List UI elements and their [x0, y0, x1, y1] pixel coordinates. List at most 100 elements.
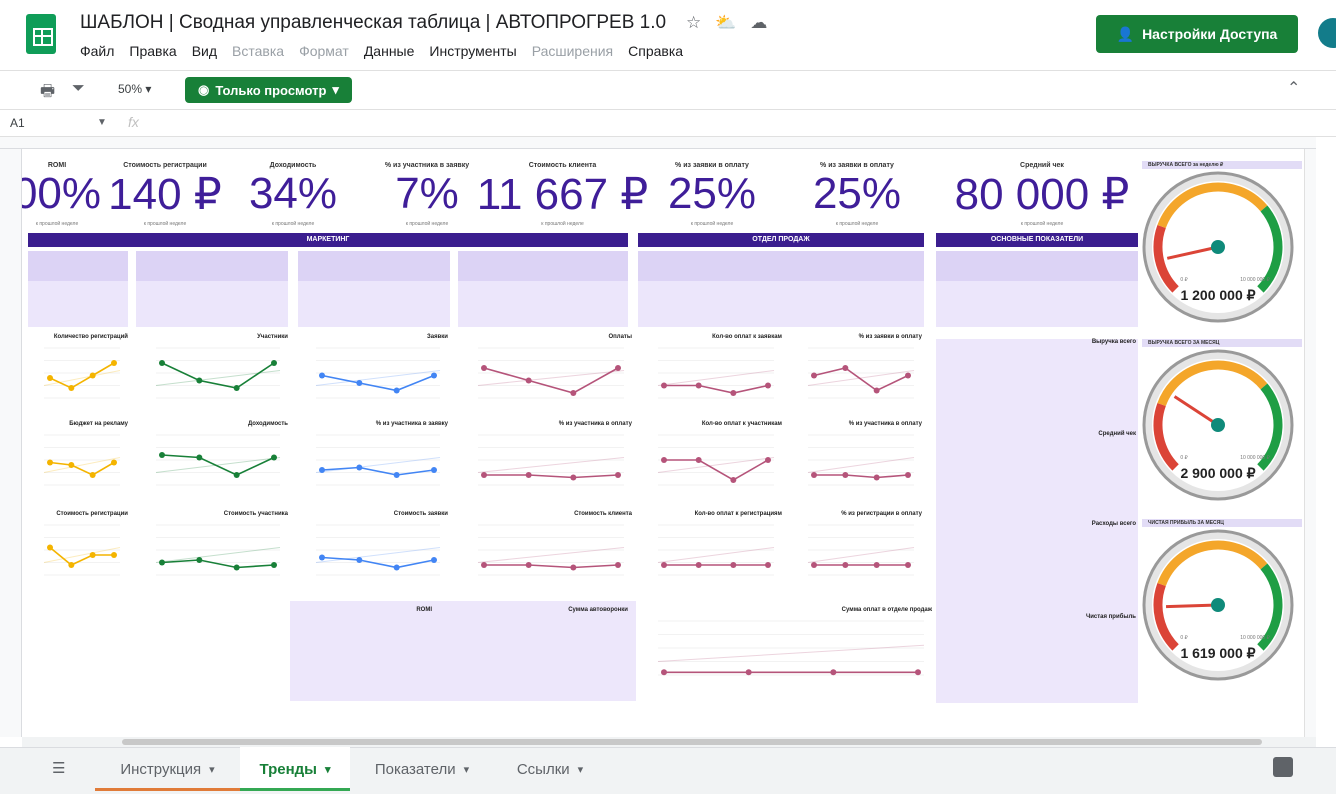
- data-point: [905, 472, 911, 478]
- data-point: [525, 377, 532, 384]
- print-icon[interactable]: 🖶: [40, 83, 56, 100]
- zoom-select[interactable]: 50% ▾: [118, 82, 152, 96]
- data-point: [89, 372, 96, 379]
- menu-item[interactable]: Вид: [191, 43, 218, 59]
- data-point: [905, 562, 911, 568]
- share-button[interactable]: 👤 Настройки Доступа: [1096, 15, 1298, 53]
- data-point: [765, 562, 771, 568]
- menu-item[interactable]: Данные: [363, 43, 415, 59]
- sheet-tab-label: Показатели: [374, 760, 456, 778]
- data-point: [431, 557, 437, 563]
- gauge-title: ВЫРУЧКА ВСЕГО за неделю ₽: [1142, 161, 1302, 169]
- lock-person-icon: 👤: [1116, 25, 1135, 42]
- chevron-down-icon[interactable]: ▾: [577, 763, 584, 776]
- star-icon[interactable]: ☆: [686, 13, 702, 32]
- menu-item[interactable]: Инструменты: [429, 43, 517, 59]
- chart-title: Оплаты: [608, 334, 632, 340]
- data-point: [570, 474, 577, 481]
- sheet-tab[interactable]: Показатели ▾: [352, 747, 492, 791]
- menu-item[interactable]: Вставка: [232, 43, 285, 59]
- chevron-up-icon[interactable]: ⌃: [1287, 80, 1301, 97]
- data-point: [271, 454, 277, 461]
- sheets-logo-icon[interactable]: [26, 14, 56, 54]
- data-point: [196, 377, 203, 384]
- data-point: [68, 385, 75, 391]
- menu-item[interactable]: Справка: [628, 43, 684, 59]
- data-point: [393, 472, 400, 478]
- gauge-max: 10 000 000 ₽: [1240, 455, 1270, 461]
- trendline: [315, 547, 441, 563]
- gauge-hub: [1211, 418, 1225, 432]
- chart-title: Кол-во оплат к участникам: [701, 421, 782, 427]
- menu-item[interactable]: Правка: [129, 43, 177, 59]
- chart-title: Выручка всего: [1091, 339, 1136, 345]
- data-point: [431, 467, 437, 473]
- chevron-down-icon[interactable]: ▾: [324, 763, 331, 776]
- menu-item[interactable]: Файл: [80, 43, 115, 59]
- data-point: [570, 564, 577, 571]
- summary-table-header: [136, 251, 288, 281]
- row-headers[interactable]: [0, 149, 22, 737]
- data-point: [159, 559, 165, 566]
- view-only-button[interactable]: ◉ Только просмотр ▾: [185, 77, 352, 103]
- section-header: ОСНОВНЫЕ ПОКАЗАТЕЛИ: [936, 233, 1138, 247]
- explore-icon[interactable]: [1273, 757, 1293, 777]
- document-title[interactable]: ШАБЛОН | Сводная управленческая таблица …: [80, 12, 667, 33]
- avatar[interactable]: [1318, 18, 1336, 48]
- all-sheets-icon[interactable]: ☰: [52, 760, 66, 777]
- chart-title: % из заявки в оплату: [858, 334, 922, 340]
- menu-item[interactable]: Формат: [299, 43, 349, 59]
- formula-bar: [0, 111, 1336, 137]
- chevron-down-icon[interactable]: ▾: [209, 763, 215, 776]
- column-headers[interactable]: [0, 137, 1316, 149]
- sheet-canvas[interactable]: ROMI 00% к прошлой неделе Стоимость регистр…: [22, 149, 1316, 737]
- data-point: [271, 360, 277, 366]
- gauge-band: [1153, 582, 1179, 651]
- series-line: [49, 546, 114, 566]
- sheet-tab-label: Ссылки: [516, 760, 570, 778]
- data-point: [356, 464, 363, 471]
- gauge-band: [1157, 540, 1268, 587]
- chart-title: % из участника в оплату: [848, 421, 922, 427]
- kpi-label: % из участника в заявку: [384, 162, 470, 169]
- gauge-value: 1 200 000 ₽: [1180, 287, 1256, 303]
- kpi-value: 34%: [248, 169, 338, 218]
- data-point: [47, 544, 53, 551]
- name-box[interactable]: A1: [10, 116, 25, 130]
- chart-title: Средний чек: [1098, 431, 1136, 437]
- eye-icon: ◉: [198, 82, 210, 97]
- trendline: [657, 644, 925, 662]
- chevron-down-icon[interactable]: ▼: [97, 117, 107, 128]
- gauge-band: [1157, 182, 1268, 229]
- series-line: [483, 367, 619, 394]
- sheet-tab[interactable]: Ссылки ▾: [495, 747, 605, 791]
- view-only-label: Только просмотр: [215, 82, 327, 98]
- data-point: [842, 562, 849, 568]
- chart-title: Стоимость заявки: [393, 511, 448, 517]
- menu-item[interactable]: Расширения: [531, 43, 614, 59]
- sheet-tab[interactable]: Тренды ▾: [240, 747, 350, 791]
- chevron-down-icon[interactable]: ▾: [463, 763, 470, 776]
- data-point: [196, 454, 203, 461]
- data-point: [47, 375, 53, 381]
- fx-icon: fx: [128, 114, 139, 130]
- gauge-min: 0 ₽: [1180, 277, 1188, 283]
- gauge-needle: [1166, 245, 1219, 260]
- series-line: [484, 564, 619, 569]
- data-point: [233, 564, 240, 571]
- filter-icon[interactable]: ⏷: [72, 80, 85, 97]
- series-line: [814, 474, 909, 479]
- trendline: [477, 547, 625, 563]
- sheet-tab[interactable]: Инструкция ▾: [95, 747, 240, 791]
- vertical-scrollbar[interactable]: [1304, 149, 1316, 737]
- cloud-icon[interactable]: ☁: [750, 13, 768, 32]
- data-point: [873, 387, 880, 394]
- cloud-sync-icon[interactable]: ⛅: [715, 13, 737, 32]
- gauge-min: 0 ₽: [1180, 635, 1188, 641]
- kpi-sub: к прошлой неделе: [541, 221, 584, 227]
- gauge-needle: [1165, 603, 1219, 609]
- series-line: [49, 461, 115, 476]
- data-point: [842, 365, 849, 371]
- data-point: [159, 360, 165, 366]
- scroll-thumb[interactable]: [122, 739, 1262, 745]
